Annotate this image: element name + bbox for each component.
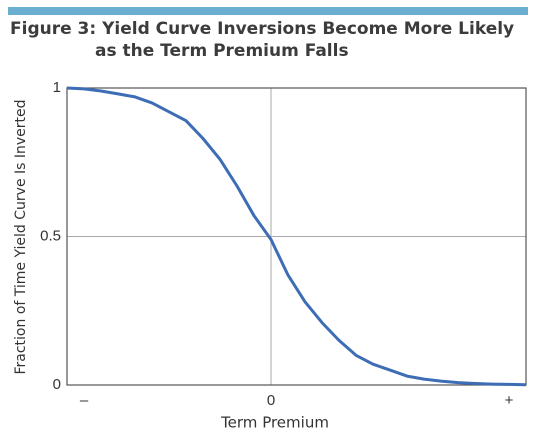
- line: [66, 86, 527, 387]
- y-axis-label: Fraction of Time Yield Curve Is Inverted: [13, 99, 29, 374]
- plot-frame: [66, 87, 527, 386]
- chart-subtitle: as the Term Premium Falls: [95, 41, 349, 61]
- y-tick-label: 1: [53, 79, 61, 96]
- chart-title: Figure 3: Yield Curve Inversions Become …: [10, 19, 514, 39]
- x-axis-label: Term Premium: [220, 414, 329, 432]
- y-tick-label: 0: [53, 376, 61, 393]
- x-tick-label: +: [505, 392, 514, 409]
- x-tick-label: –: [80, 392, 89, 409]
- x-tick-label: 0: [267, 392, 275, 409]
- y-tick-label: 0.5: [40, 227, 61, 244]
- top-bar: [8, 7, 528, 15]
